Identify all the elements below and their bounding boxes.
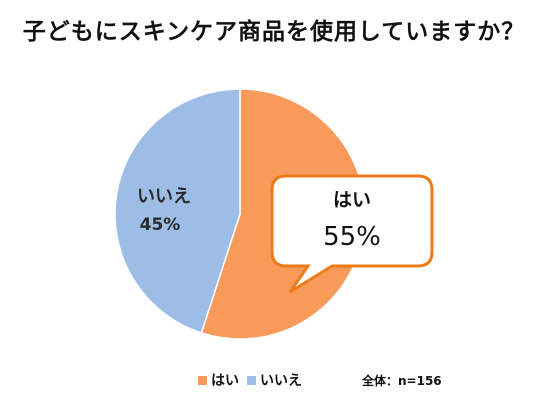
slice-label-no: いいえ (137, 186, 191, 207)
legend-item-no: いいえ (247, 370, 302, 390)
legend-label-no: いいえ (260, 373, 302, 389)
slice-value-yes: 55% (323, 222, 381, 252)
slice-value-no: 45% (140, 215, 181, 235)
callout-bubble (270, 174, 434, 294)
slice-label-yes: はい (333, 189, 371, 211)
legend-swatch-no (247, 375, 256, 385)
legend: はい いいえ (198, 370, 310, 390)
chart-title: 子どもにスキンケア商品を使用していますか？ (22, 19, 526, 45)
sample-size-note: 全体：n=156 (362, 374, 442, 388)
legend-swatch-yes (198, 375, 207, 385)
legend-label-yes: はい (211, 373, 239, 389)
legend-item-yes: はい (198, 370, 239, 390)
pie-slice-no (114, 88, 241, 334)
